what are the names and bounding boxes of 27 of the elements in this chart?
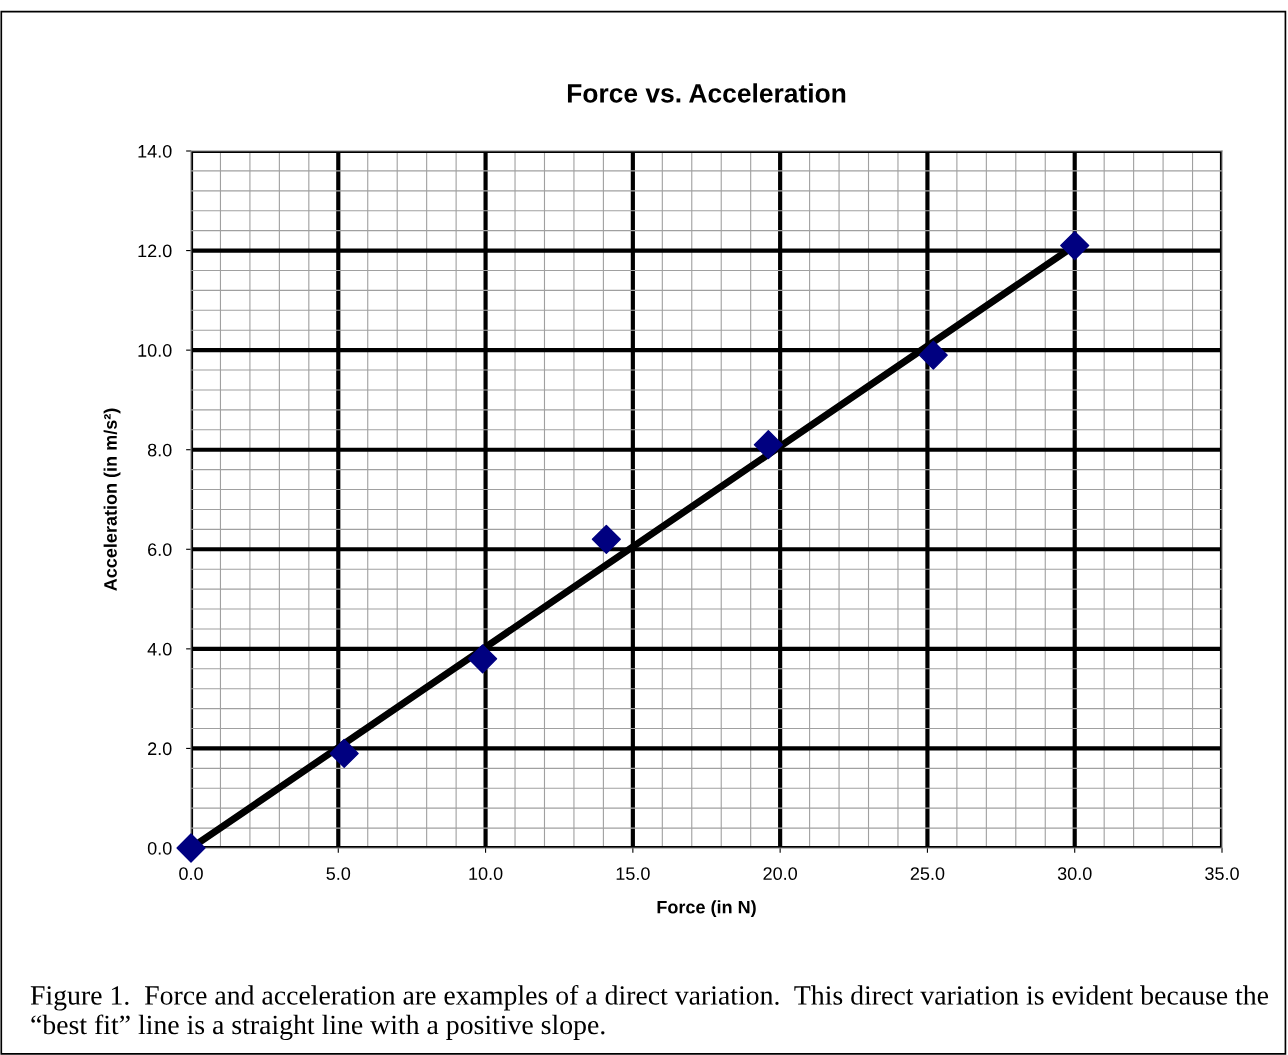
y-tick-label: 4.0 (147, 642, 172, 656)
y-tick-label: 14.0 (138, 144, 172, 158)
point (753, 430, 783, 460)
chart-title: Force vs. Acceleration (567, 83, 846, 103)
x-tick-label: 5.0 (326, 867, 351, 881)
point (918, 340, 948, 370)
x-axis-title: Force (in N) (657, 900, 756, 918)
x-tick-label: 35.0 (1205, 867, 1239, 881)
point (176, 833, 206, 863)
y-tick-label: 6.0 (148, 543, 172, 557)
point (329, 738, 359, 768)
y-tick-label: 2.0 (148, 742, 172, 756)
y-tick-label: 10.0 (138, 344, 172, 357)
x-tick-label: 20.0 (763, 867, 798, 881)
x-tick-label: 0.0 (179, 867, 203, 881)
y-tick-label: 12.0 (138, 244, 172, 258)
point (1060, 231, 1090, 261)
x-tick-label: 10.0 (469, 867, 503, 881)
y-axis-title: Acceleration (in m/s²) (103, 408, 121, 591)
point (468, 644, 498, 674)
caption: Figure 1. Force and acceleration are examples of a direct variation. This direct variation is evident because the “best fit” line is a straight line with a positive slope. (30, 985, 1269, 1041)
x-tick-label: 15.0 (616, 867, 650, 881)
y-tick-label: 0.0 (147, 841, 172, 855)
x-tick-label: 30.0 (1057, 867, 1092, 881)
y-tick-label: 8.0 (147, 443, 172, 457)
point (591, 524, 621, 554)
x-tick-label: 25.0 (910, 867, 945, 881)
